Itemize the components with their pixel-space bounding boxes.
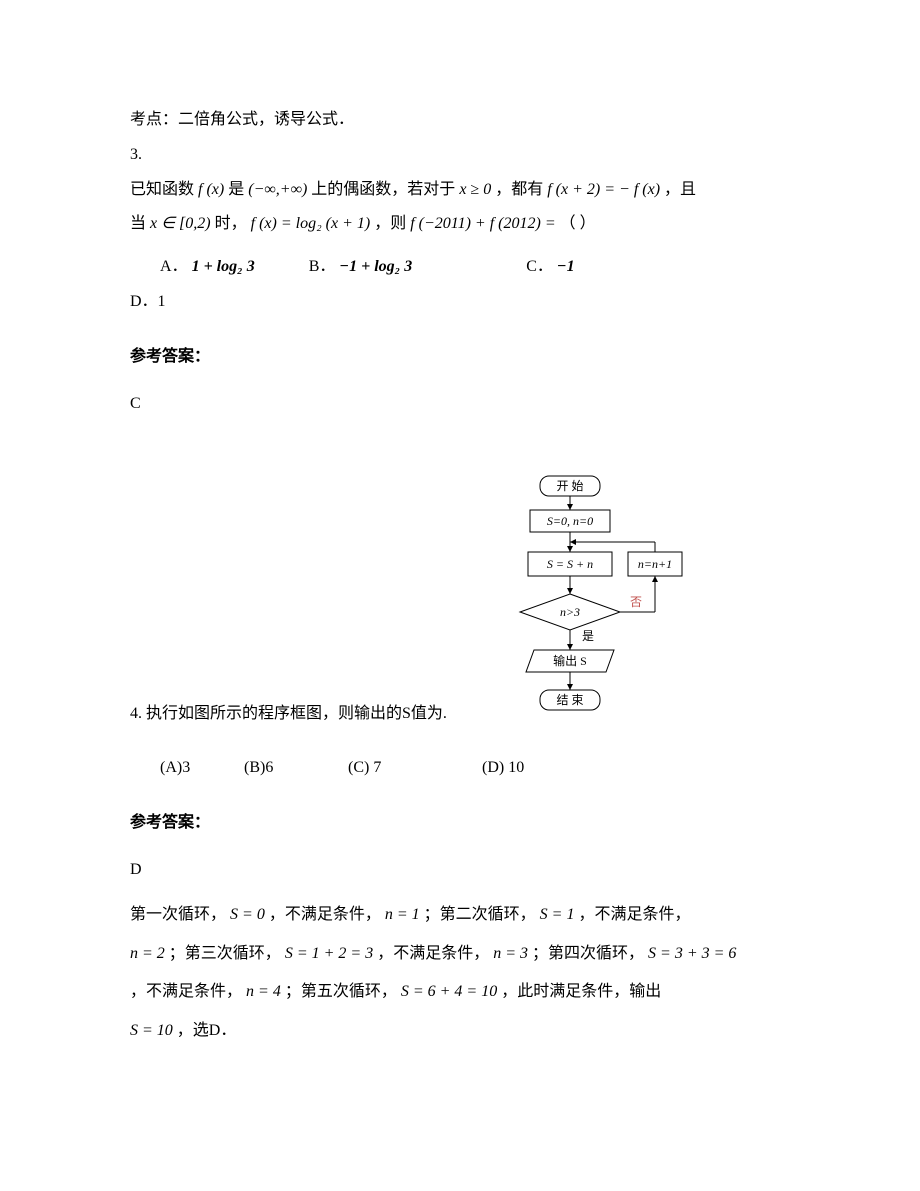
text: 时， <box>215 215 247 232</box>
math: S = 3 + 3 = 6 <box>648 945 736 962</box>
flow-start: 开 始 <box>556 479 583 493</box>
flow-inc-n: n=n+1 <box>638 557 672 571</box>
text: 当 <box>130 215 146 232</box>
math: f (x) = log₂ (x + 1) <box>251 215 371 232</box>
math: f (−2011) + f (2012) = <box>410 215 555 232</box>
label: C． <box>526 258 553 275</box>
topic-line: 考点：二倍角公式，诱导公式． <box>130 106 800 135</box>
text: 第一次循环， <box>130 906 226 923</box>
text: ，都有 <box>495 181 543 198</box>
value: 1 + log₂ 3 <box>192 258 255 275</box>
text: ；第三次循环， <box>169 945 281 962</box>
flow-yes-label: 是 <box>582 629 594 643</box>
q3-options-row: A． 1 + log₂ 3 B． −1 + log₂ 3 C． −1 <box>160 253 800 282</box>
flow-update-s: S = S + n <box>547 557 593 571</box>
math: n = 4 <box>246 983 281 1000</box>
math: S = 1 <box>540 906 575 923</box>
text: ，不满足条件， <box>130 983 242 1000</box>
text: ，不满足条件， <box>269 906 381 923</box>
text: ，不满足条件， <box>578 906 690 923</box>
flow-cond: n>3 <box>560 605 580 619</box>
flow-end: 结 束 <box>556 693 583 707</box>
text: ，不满足条件， <box>377 945 489 962</box>
math: x ∈ [0,2) <box>150 215 211 232</box>
q4-answer-heading: 参考答案： <box>130 809 800 838</box>
label: B． <box>309 258 336 275</box>
q3-option-c: C． −1 <box>526 253 574 282</box>
q4-block: 开 始 S=0, n=0 S = S + n n>3 是 输出 S 结 束 否 … <box>130 474 800 734</box>
math: f (x) <box>198 181 224 198</box>
flow-output: 输出 S <box>553 653 587 668</box>
q3-option-b: B． −1 + log₂ 3 <box>309 253 413 282</box>
q4-option-d: (D) 10 <box>482 754 524 783</box>
math: S = 6 + 4 = 10 <box>401 983 497 1000</box>
value: −1 + log₂ 3 <box>339 258 412 275</box>
value: −1 <box>557 258 575 275</box>
q4-option-c: (C) 7 <box>348 754 478 783</box>
q3-option-a: A． 1 + log₂ 3 <box>160 253 255 282</box>
math: x ≥ 0 <box>459 181 491 198</box>
q3-answer: C <box>130 390 800 419</box>
q4-option-a: (A)3 <box>160 754 240 783</box>
math: n = 1 <box>385 906 420 923</box>
q4-answer: D <box>130 856 800 885</box>
text: 是 <box>228 181 244 198</box>
text: ；第四次循环， <box>532 945 644 962</box>
q3-option-d: D．1 <box>130 288 800 317</box>
math: n = 2 <box>130 945 165 962</box>
q4-option-b: (B)6 <box>244 754 344 783</box>
q4-options: (A)3 (B)6 (C) 7 (D) 10 <box>160 754 800 783</box>
math: n = 3 <box>493 945 528 962</box>
text: 上的偶函数，若对于 <box>311 181 455 198</box>
q3-number: 3. <box>130 141 800 170</box>
text: ，且 <box>664 181 696 198</box>
q3-answer-heading: 参考答案： <box>130 343 800 372</box>
math: S = 10 <box>130 1022 173 1039</box>
flow-init: S=0, n=0 <box>547 514 593 528</box>
math: S = 1 + 2 = 3 <box>285 945 373 962</box>
text: （ ） <box>560 215 596 232</box>
text: ，则 <box>374 215 406 232</box>
text: ；第二次循环， <box>424 906 536 923</box>
flowchart-svg: 开 始 S=0, n=0 S = S + n n>3 是 输出 S 结 束 否 … <box>490 474 700 724</box>
math: f (x + 2) = − f (x) <box>547 181 660 198</box>
q3-stem-line1: 已知函数 f (x) 是 (−∞,+∞) 上的偶函数，若对于 x ≥ 0 ，都有… <box>130 176 800 205</box>
math: S = 0 <box>230 906 265 923</box>
flow-no-label: 否 <box>630 595 642 609</box>
q4-explanation: 第一次循环， S = 0 ，不满足条件， n = 1 ；第二次循环， S = 1… <box>130 901 800 1046</box>
label: A． <box>160 258 188 275</box>
q4-stem: 4. 执行如图所示的程序框图，则输出的S值为. <box>130 700 447 729</box>
text: 已知函数 <box>130 181 194 198</box>
q3-stem-line2: 当 x ∈ [0,2) 时， f (x) = log₂ (x + 1) ，则 f… <box>130 210 800 239</box>
math: (−∞,+∞) <box>248 181 307 198</box>
text: ；第五次循环， <box>285 983 397 1000</box>
text: ，选D． <box>177 1022 237 1039</box>
text: ，此时满足条件，输出 <box>501 983 661 1000</box>
